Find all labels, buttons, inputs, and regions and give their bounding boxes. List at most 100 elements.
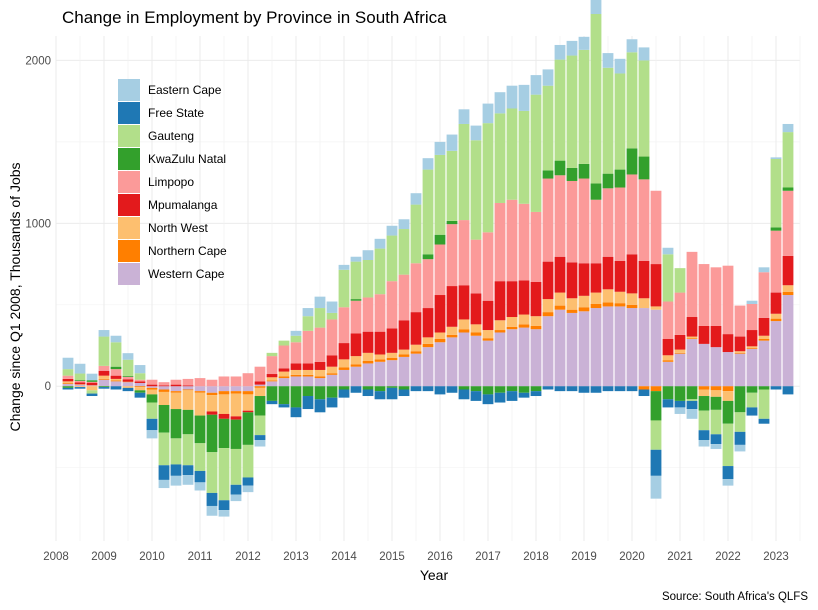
bar-segment [170,386,182,392]
bar-segment [542,316,554,387]
bar-segment [374,359,386,362]
bar-segment [122,387,134,392]
bar-segment [614,73,626,170]
bar-segment [566,309,578,313]
bar-segment [698,410,710,431]
bar-segment [590,183,602,200]
bar-segment [362,386,374,390]
bar-segment [206,386,218,393]
bar-segment [686,336,698,339]
bar-segment [638,60,650,157]
bar-segment [98,378,110,380]
bar-segment [482,123,494,233]
bar-segment [458,332,470,387]
bar-segment [758,272,770,318]
bar-segment [770,321,782,387]
bar-segment [578,163,590,179]
bar-segment [506,281,518,318]
legend-swatch [118,171,140,193]
bar-segment [626,386,638,392]
bar-segment [446,224,458,287]
bar-segment [62,369,74,376]
bar-segment [686,317,698,337]
bar-segment [350,364,362,367]
bar-segment [554,386,566,392]
bar-segment [674,407,686,414]
bar-segment [290,376,302,387]
bar-segment [146,386,158,388]
bar-segment [638,156,650,180]
bar-segment [302,376,314,387]
bar-segment [62,381,74,383]
bar-segment [398,389,410,397]
bar-segment [110,381,122,387]
bar-segment [170,392,182,410]
bar-segment [206,395,218,412]
bar-segment [350,366,362,387]
bar-segment [506,386,518,392]
bar-segment [170,409,182,439]
bar-segment [578,49,590,164]
bar-segment [782,190,794,256]
bar-segment [590,0,602,15]
bar-segment [290,369,302,375]
x-axis-label: Year [420,567,449,583]
bar-segment [350,356,362,365]
bar-segment [482,386,494,395]
bar-segment [518,280,530,315]
bar-segment [542,261,554,300]
bar-segment [734,351,746,353]
bar-segment [254,415,266,436]
bar-segment [242,477,254,486]
bar-segment [266,352,278,357]
bar-segment [722,265,734,335]
bar-segment [194,392,206,416]
bar-segment [626,174,638,255]
bar-segment [98,336,110,366]
bar-segment [98,387,110,389]
x-tick-label: 2016 [427,551,453,563]
bar-segment [554,44,566,60]
bar-segment [554,309,566,387]
bar-segment [686,409,698,419]
bar-segment [386,360,398,387]
bar-segment [218,391,230,395]
bar-segment [314,361,326,370]
bar-segment [266,377,278,381]
bar-segment [746,347,758,349]
bar-segment [74,373,86,381]
bar-segment [650,475,662,499]
bar-segment [314,399,326,413]
bar-segment [266,386,278,401]
bar-segment [350,261,362,300]
bar-segment [650,309,662,387]
source-caption: Source: South Africa's QLFS [662,591,808,603]
bar-segment [398,320,410,350]
bar-segment [338,264,350,270]
bar-segment [218,500,230,511]
bar-segment [446,337,458,387]
bar-segment [674,386,686,401]
bar-segment [590,303,602,309]
bar-segment [230,386,242,392]
bar-segment [722,352,734,387]
bar-segment [194,386,206,392]
bar-segment [590,386,602,393]
bar-segment [554,292,566,306]
bar-segment [206,505,218,516]
bar-segment [614,303,626,307]
bar-segment [86,381,98,383]
bar-segment [662,301,674,339]
bar-segment [266,400,278,405]
bar-segment [674,349,686,353]
bar-segment [290,335,302,343]
bar-segment [554,175,566,257]
bar-segment [566,386,578,392]
bar-segment [458,220,470,286]
bar-segment [338,343,350,360]
bar-segment [122,375,134,377]
bar-segment [434,332,446,339]
bar-segment [770,292,782,314]
bar-segment [122,353,134,360]
bar-segment [158,465,170,480]
